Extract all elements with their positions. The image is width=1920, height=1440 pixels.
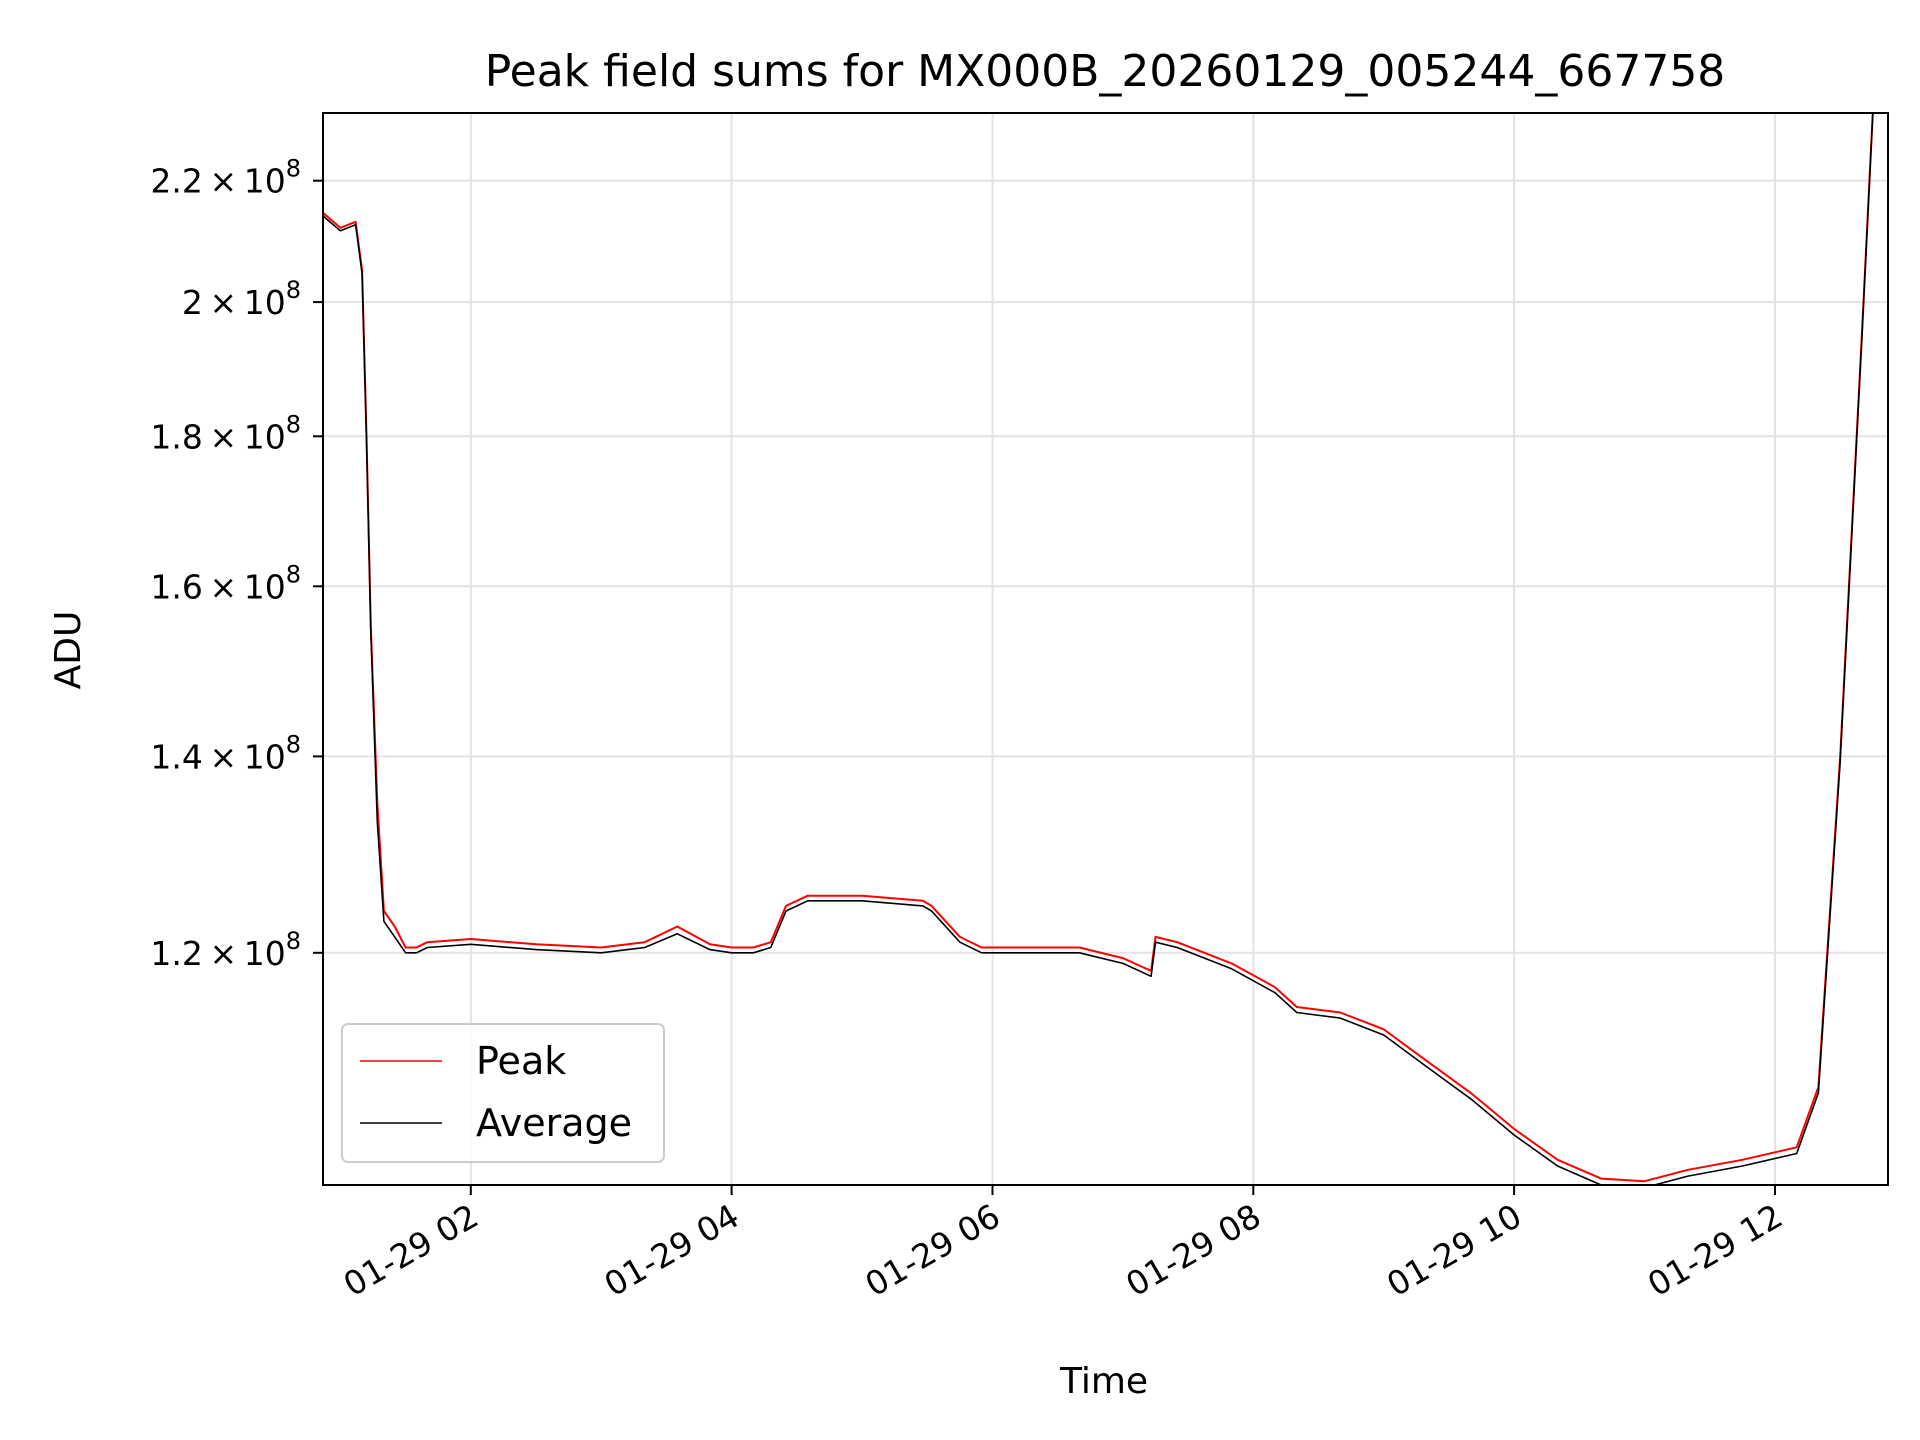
y-axis: 1.2 × 108 1.4 × 108 1.6 × 108 1.8 × 108 2 × … [150,155,323,973]
legend: Peak Average [341,1023,665,1163]
legend-label-peak: Peak [476,1039,566,1083]
grid-lines [323,113,1888,1185]
chart-title: Peak field sums for MX000B_20260129_0052… [485,46,1726,97]
plot-frame [322,112,1889,1186]
y-tick-label: 1.8 × 108 [150,410,301,456]
y-tick-label: 1.6 × 108 [150,560,301,606]
y-tick-label: 1.4 × 108 [150,730,301,776]
y-tick-label: 2.2 × 108 [150,155,301,201]
series-layer [323,113,1874,1185]
legend-label-average: Average [476,1101,632,1145]
y-axis-label: ADU [48,611,89,690]
series-line-average [323,113,1874,1185]
y-tick-label: 1.2 × 108 [150,927,301,973]
x-axis-label: Time [1059,1361,1148,1402]
y-tick-label: 2 × 108 [182,276,301,322]
series-line-peak [323,113,1874,1183]
legend-box [341,1023,665,1163]
